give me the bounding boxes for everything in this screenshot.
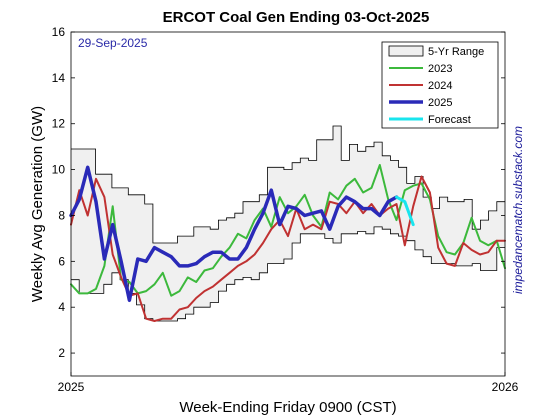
y-tick-label: 10 <box>52 163 66 177</box>
x-tick-label: 2025 <box>58 380 85 394</box>
y-tick-label: 8 <box>58 208 65 222</box>
legend-label-5-yr-range: 5-Yr Range <box>428 46 484 58</box>
date-annotation: 29-Sep-2025 <box>78 36 148 50</box>
x-tick-label: 2026 <box>492 380 519 394</box>
chart-title: ERCOT Coal Gen Ending 03-Oct-2025 <box>163 9 430 26</box>
y-tick-label: 14 <box>52 71 66 85</box>
y-tick-label: 2 <box>58 346 65 360</box>
range-lower-line <box>71 226 505 322</box>
y-tick-label: 4 <box>58 300 65 314</box>
series-line-2025 <box>69 165 399 303</box>
range-band <box>71 126 505 321</box>
legend-label-2025: 2025 <box>428 97 452 109</box>
series-line-2024 <box>70 175 506 322</box>
y-axis-label: Weekly Avg Generation (GW) <box>29 106 46 302</box>
legend: 5-Yr Range 2023 2024 2025 Forecast <box>381 41 499 129</box>
series-line-forecast <box>395 195 415 227</box>
range-upper-line <box>71 125 505 244</box>
x-axis: 2025 2026 <box>58 372 519 394</box>
y-axis: 2 4 6 8 10 12 14 16 <box>52 25 505 360</box>
legend-swatch-range <box>388 45 424 57</box>
legend-label-forecast: Forecast <box>428 114 471 126</box>
plot-frame <box>70 31 506 377</box>
y-tick-label: 16 <box>52 25 66 39</box>
x-axis-label: Week-Ending Friday 0900 (CST) <box>179 399 396 416</box>
legend-label-2024: 2024 <box>428 80 452 92</box>
source-label: impedancematch.substack.com <box>511 126 525 294</box>
y-tick-label: 12 <box>52 117 66 131</box>
y-tick-label: 6 <box>58 254 65 268</box>
plot-area <box>69 125 506 322</box>
legend-label-2023: 2023 <box>428 63 452 75</box>
